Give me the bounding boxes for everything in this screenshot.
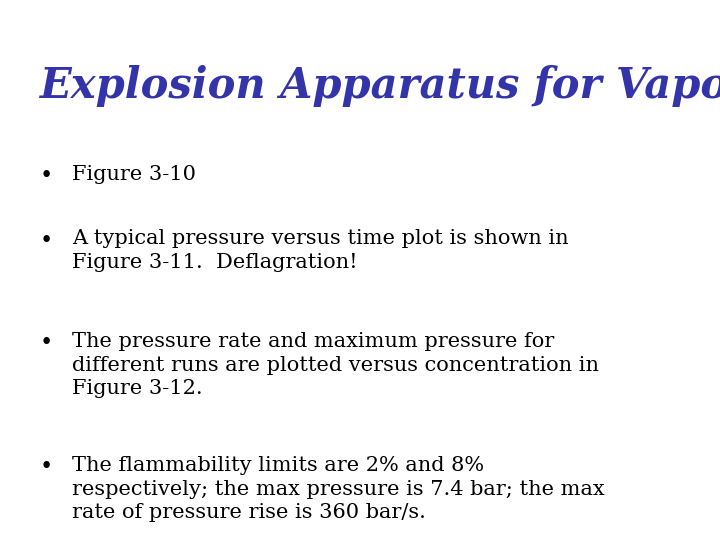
- Text: Figure 3-10: Figure 3-10: [72, 165, 196, 184]
- Text: •: •: [40, 332, 53, 354]
- Text: •: •: [40, 230, 53, 252]
- Text: Explosion Apparatus for Vapor: Explosion Apparatus for Vapor: [40, 65, 720, 107]
- Text: The flammability limits are 2% and 8%
respectively; the max pressure is 7.4 bar;: The flammability limits are 2% and 8% re…: [72, 456, 605, 522]
- Text: The pressure rate and maximum pressure for
different runs are plotted versus con: The pressure rate and maximum pressure f…: [72, 332, 599, 398]
- Text: A typical pressure versus time plot is shown in
Figure 3-11.  Deflagration!: A typical pressure versus time plot is s…: [72, 230, 569, 272]
- Text: •: •: [40, 456, 53, 478]
- Text: •: •: [40, 165, 53, 187]
